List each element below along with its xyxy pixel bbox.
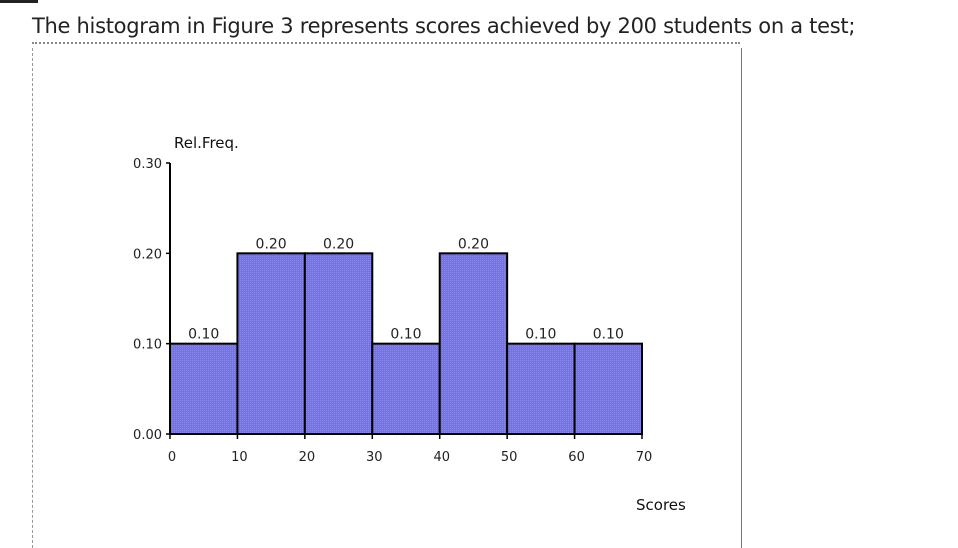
y-axis-label: Rel.Freq. <box>174 134 239 152</box>
bar-value-label: 0.20 <box>458 236 489 252</box>
bar-value-label: 0.20 <box>323 236 354 252</box>
x-tick-label: 30 <box>366 450 383 465</box>
x-tick-label: 40 <box>433 450 450 465</box>
histogram-bar <box>236 252 306 435</box>
y-tick-label: 0.00 <box>133 428 162 443</box>
x-tick-label: 50 <box>501 450 518 465</box>
histogram-bar <box>303 252 374 435</box>
x-tick-label: 20 <box>299 450 316 465</box>
y-tick-label: 0.10 <box>133 338 162 353</box>
bar-value-label: 0.20 <box>256 236 287 252</box>
histogram-bar <box>169 342 239 435</box>
x-tick-label: 60 <box>568 450 585 465</box>
y-tick-label: 0.30 <box>133 157 162 172</box>
bar-value-label: 0.10 <box>188 327 219 343</box>
histogram-bar <box>438 252 509 435</box>
x-tick-label: 0 <box>168 450 176 465</box>
y-tick-label: 0.20 <box>133 247 162 262</box>
x-tick-label: 10 <box>231 450 248 465</box>
bar-value-label: 0.10 <box>390 327 421 343</box>
bar-value-label: 0.10 <box>525 327 556 343</box>
figure-frame <box>32 48 742 548</box>
x-axis-label: Scores <box>636 496 686 514</box>
histogram-bar <box>573 342 643 435</box>
question-underline <box>32 42 740 44</box>
histogram-bar <box>371 342 441 435</box>
top-rule <box>0 0 38 3</box>
x-tick-label: 70 <box>636 450 653 465</box>
question-text: The histogram in Figure 3 represents sco… <box>32 14 856 38</box>
bar-value-label: 0.10 <box>593 327 624 343</box>
histogram-bar <box>506 342 576 435</box>
